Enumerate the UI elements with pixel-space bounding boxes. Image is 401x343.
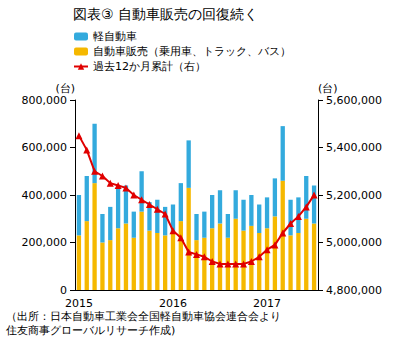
svg-text:5,000,000: 5,000,000 — [326, 236, 382, 249]
svg-text:図表③ 自動車販売の回復続く: 図表③ 自動車販売の回復続く — [73, 6, 258, 22]
svg-text:2015: 2015 — [65, 297, 93, 310]
svg-text:4,800,000: 4,800,000 — [326, 284, 382, 297]
svg-text:住友商事グローバルリサーチ作成): 住友商事グローバルリサーチ作成) — [6, 324, 175, 337]
svg-text:5,200,000: 5,200,000 — [326, 189, 382, 202]
svg-text:400,000: 400,000 — [22, 189, 68, 202]
svg-text:2016: 2016 — [159, 297, 187, 310]
svg-text:600,000: 600,000 — [22, 141, 68, 154]
svg-text:200,000: 200,000 — [22, 236, 68, 249]
svg-text:2017: 2017 — [253, 297, 281, 310]
svg-text:5,400,000: 5,400,000 — [326, 141, 382, 154]
svg-text:0: 0 — [60, 284, 67, 297]
svg-text:(台): (台) — [55, 82, 75, 95]
svg-text:過去12か月累計（右）: 過去12か月累計（右） — [93, 60, 206, 73]
svg-text:自動車販売（乗用車、トラック、バス）: 自動車販売（乗用車、トラック、バス） — [93, 45, 291, 58]
svg-text:（出所：日本自動車工業会全国軽自動車協会連合会より: （出所：日本自動車工業会全国軽自動車協会連合会より — [6, 310, 281, 323]
svg-text:軽自動車: 軽自動車 — [93, 30, 137, 43]
svg-text:(台): (台) — [318, 82, 338, 95]
svg-text:5,600,000: 5,600,000 — [326, 94, 382, 107]
svg-text:800,000: 800,000 — [22, 94, 68, 107]
